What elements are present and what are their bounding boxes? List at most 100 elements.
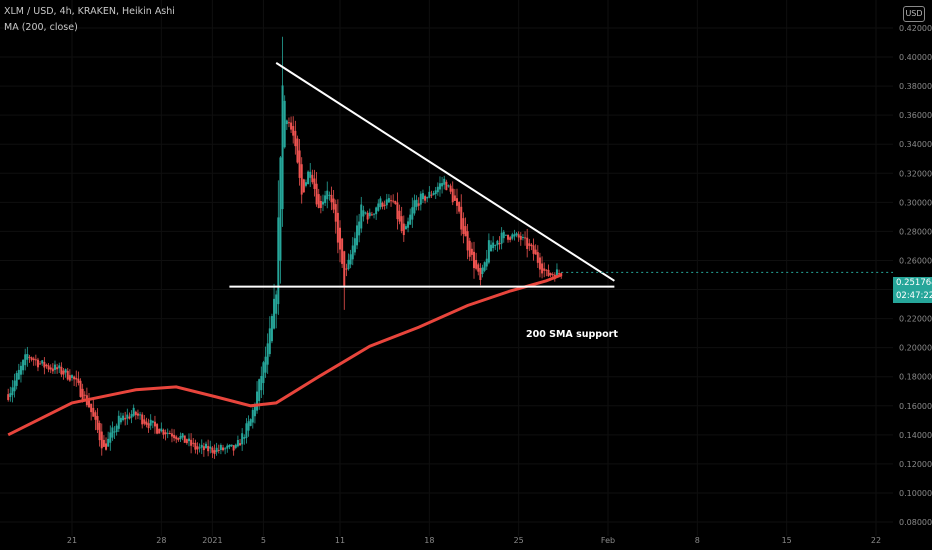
candle-body xyxy=(558,273,561,275)
candle-body xyxy=(83,394,86,396)
candle-body xyxy=(270,316,273,342)
candle-body xyxy=(226,445,229,449)
candle-body xyxy=(509,237,512,240)
candle-body xyxy=(183,435,186,443)
candle-body xyxy=(534,249,537,255)
candle-body xyxy=(538,257,541,270)
candle-body xyxy=(88,400,91,408)
candle-body xyxy=(139,414,142,416)
candle-body xyxy=(222,447,225,451)
candle-body xyxy=(351,245,354,260)
candle-body xyxy=(141,414,144,425)
candle-body xyxy=(560,273,563,277)
candle-body xyxy=(487,240,490,263)
candle-body xyxy=(304,182,307,186)
candle-body xyxy=(449,185,452,192)
candle-body xyxy=(541,263,544,274)
candle-body xyxy=(124,417,127,420)
candle-body xyxy=(392,200,395,202)
candle-body xyxy=(464,226,467,237)
x-tick-label: 2021 xyxy=(202,536,222,545)
candle-body xyxy=(436,186,439,193)
candle-body xyxy=(445,181,448,191)
candle-body xyxy=(377,203,380,211)
candle-body xyxy=(196,446,199,450)
candle-body xyxy=(483,262,486,271)
candle-body xyxy=(166,432,169,434)
candle-body xyxy=(409,214,412,225)
candle-body xyxy=(432,193,435,196)
candle-body xyxy=(249,419,252,426)
candle-body xyxy=(326,190,329,200)
annotation-label: 200 SMA support xyxy=(526,329,618,340)
candle-body xyxy=(202,446,205,451)
candle-body xyxy=(287,122,290,124)
candle-body xyxy=(400,216,403,232)
candle-body xyxy=(281,85,284,210)
candle-body xyxy=(247,421,250,431)
candle-body xyxy=(343,251,346,286)
candle-body xyxy=(256,391,259,411)
candle-body xyxy=(245,423,248,438)
candle-body xyxy=(164,432,167,435)
x-tick-label: 11 xyxy=(335,536,345,545)
candle-body xyxy=(56,367,59,370)
candle-body xyxy=(300,164,303,195)
x-tick-label: 28 xyxy=(156,536,166,545)
candle-body xyxy=(68,375,71,381)
candle-body xyxy=(358,221,361,236)
candle-body xyxy=(517,234,520,238)
candle-body xyxy=(143,419,146,424)
candle-body xyxy=(126,414,129,419)
candle-body xyxy=(160,428,163,432)
indicator-legend[interactable]: MA (200, close) xyxy=(4,22,78,33)
candle-body xyxy=(251,409,254,423)
candle-body xyxy=(328,194,331,196)
candle-body xyxy=(213,450,216,454)
candle-body xyxy=(62,370,65,375)
candle-body xyxy=(275,294,278,314)
candle-body xyxy=(313,178,316,189)
candle-body xyxy=(64,369,67,373)
candle-body xyxy=(362,210,365,217)
candle-body xyxy=(379,198,382,208)
candle-body xyxy=(404,226,407,230)
trendline[interactable] xyxy=(275,62,615,282)
candle-body xyxy=(498,242,501,245)
candle-body xyxy=(113,431,116,433)
candle-body xyxy=(60,366,63,375)
candle-body xyxy=(134,411,137,416)
candle-body xyxy=(292,126,295,136)
candle-body xyxy=(390,200,393,202)
x-axis[interactable]: 21 28 2021 5 11 18 25 Feb 8 15 22 xyxy=(67,536,881,545)
candle-body xyxy=(438,183,441,190)
candle-body xyxy=(424,196,427,201)
candle-body xyxy=(477,264,480,272)
candle-body xyxy=(102,439,105,447)
candle-body xyxy=(215,447,218,453)
candle-body xyxy=(417,203,420,206)
candle-body xyxy=(398,210,401,222)
candle-body xyxy=(45,364,48,367)
candle-body xyxy=(147,423,150,429)
currency-button[interactable]: USD xyxy=(903,6,925,22)
candle-body xyxy=(190,439,193,446)
candle-body xyxy=(22,360,25,371)
candle-body xyxy=(364,212,367,214)
candle-body xyxy=(549,273,552,276)
trendlines xyxy=(229,62,615,288)
candle-body xyxy=(26,354,29,360)
candle-body xyxy=(345,268,348,270)
candle-body xyxy=(496,240,499,246)
candle-body xyxy=(383,204,386,206)
candle-body xyxy=(319,201,322,208)
candle-body xyxy=(485,258,488,267)
